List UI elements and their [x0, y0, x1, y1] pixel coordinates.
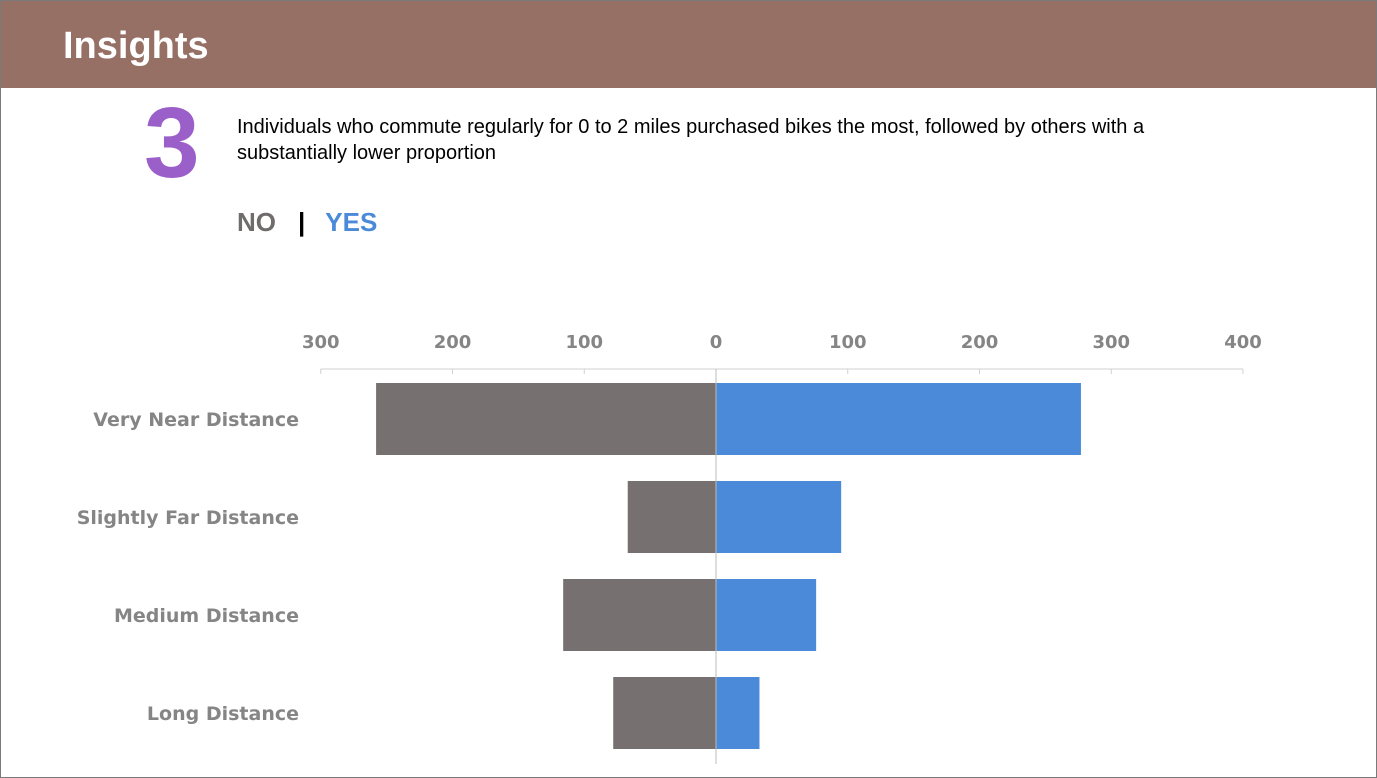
x-tick-label: 400 — [1224, 332, 1262, 353]
page-title: Insights — [63, 25, 209, 67]
legend: NO | YES — [237, 205, 377, 239]
bar-no — [613, 677, 716, 749]
legend-separator: | — [298, 207, 306, 237]
bar-no — [627, 481, 716, 553]
insight-text: Individuals who commute regularly for 0 … — [237, 116, 1145, 164]
bar-yes — [716, 383, 1081, 455]
x-tick-label: 100 — [829, 332, 867, 353]
category-label: Medium Distance — [114, 605, 299, 627]
bar-yes — [716, 481, 842, 553]
bar-yes — [716, 579, 817, 651]
x-tick-label: 100 — [565, 332, 603, 353]
x-tick-label: 300 — [1092, 332, 1130, 353]
x-tick-label: 300 — [302, 332, 340, 353]
category-label: Slightly Far Distance — [77, 507, 299, 529]
bar-yes — [716, 677, 760, 749]
category-label: Very Near Distance — [93, 409, 299, 431]
x-tick-label: 0 — [710, 332, 723, 353]
legend-no-label: NO — [237, 207, 276, 237]
x-tick-label: 200 — [434, 332, 472, 353]
legend-yes-label: YES — [325, 207, 378, 237]
header-bar: Insights — [1, 1, 1376, 88]
insight-number: 3 — [144, 87, 200, 199]
x-tick-label: 200 — [961, 332, 999, 353]
bar-no — [376, 383, 716, 455]
category-label: Long Distance — [147, 703, 299, 725]
bar-no — [563, 579, 716, 651]
